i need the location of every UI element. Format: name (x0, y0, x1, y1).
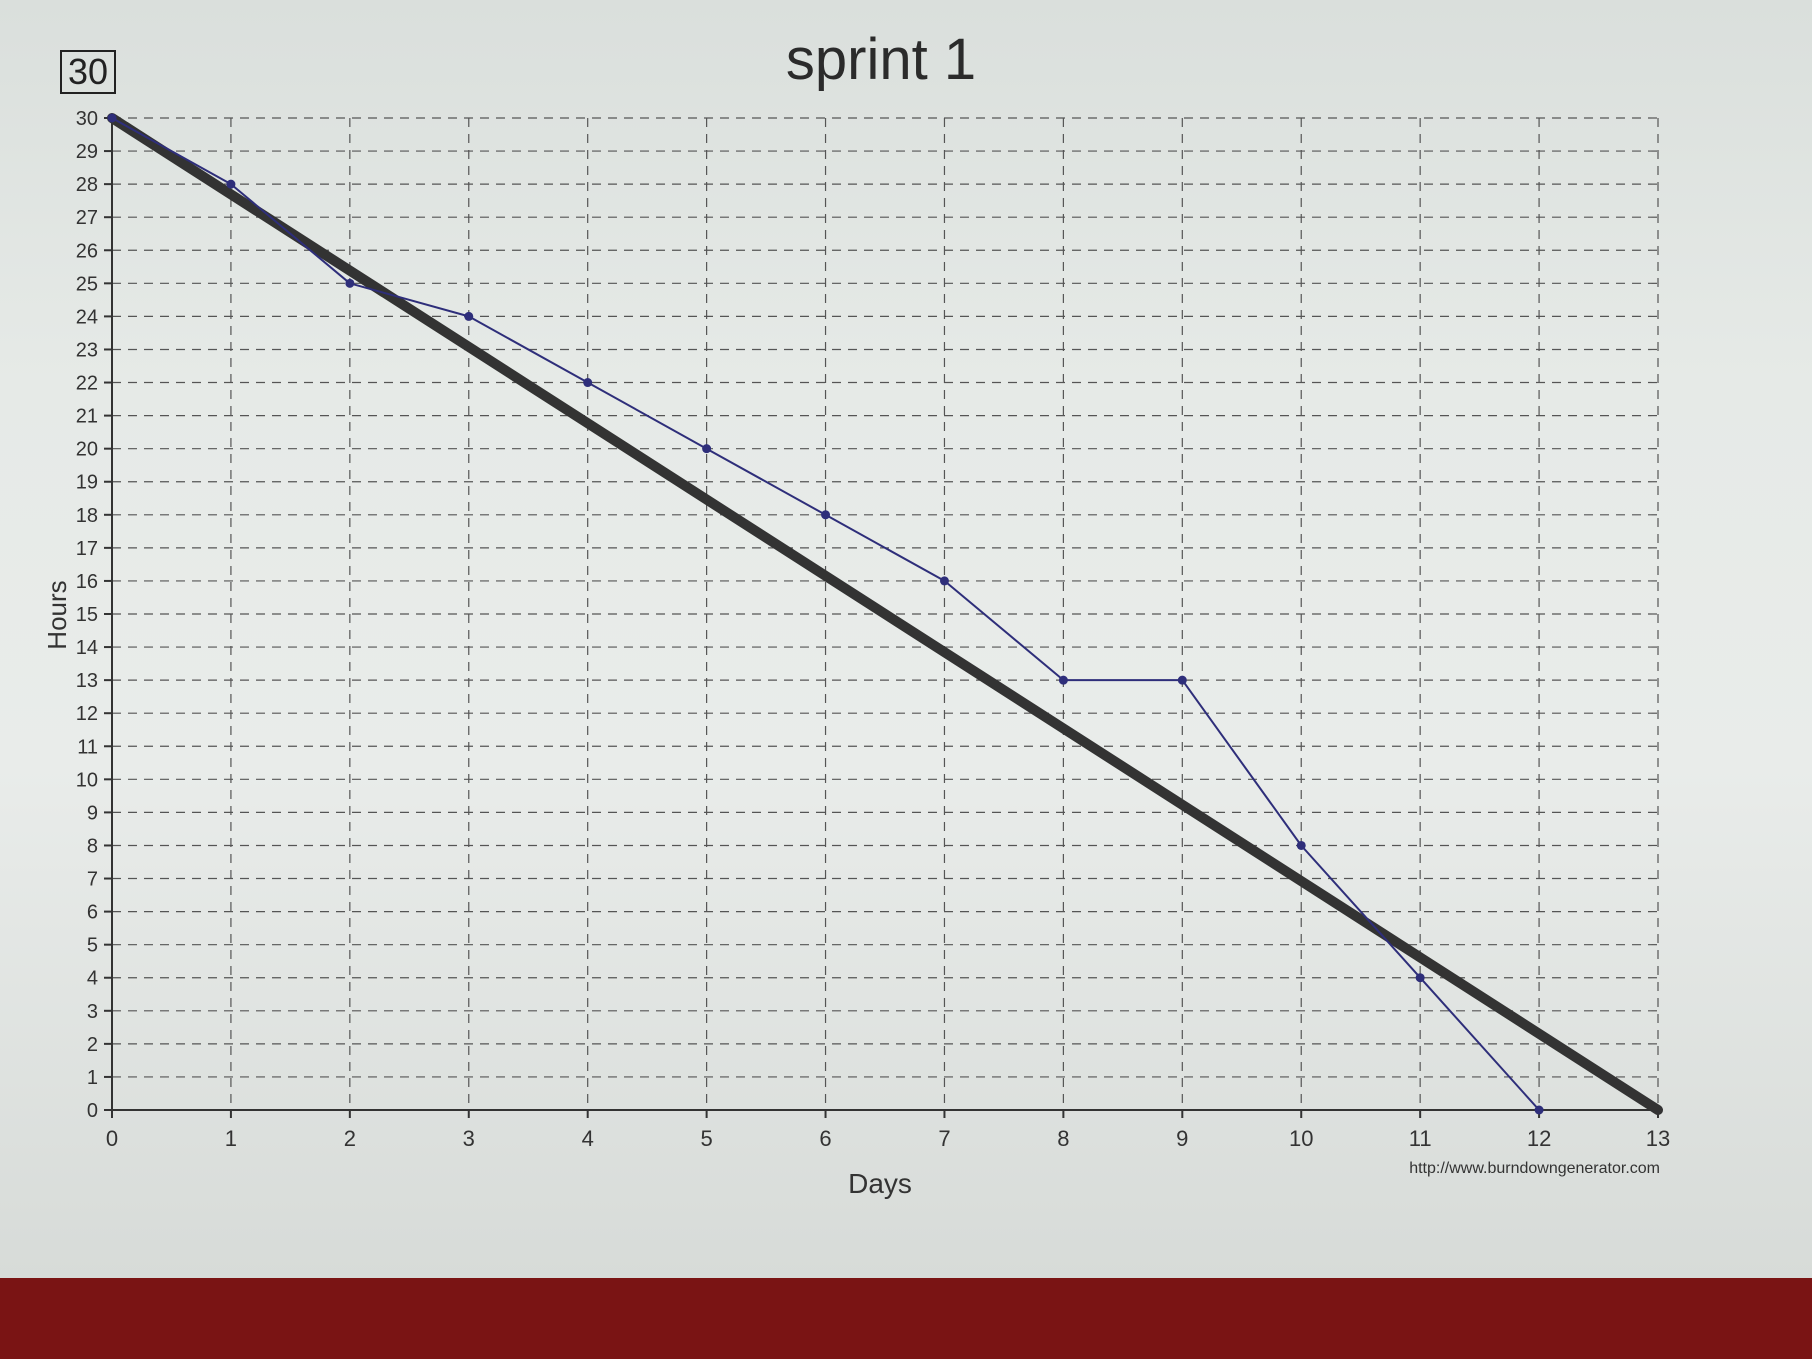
y-tick-label: 28 (76, 174, 98, 196)
actual-data-point (821, 510, 831, 520)
y-tick-label: 14 (76, 637, 98, 659)
actual-data-point (583, 378, 593, 388)
y-tick-label: 3 (87, 1001, 98, 1023)
x-axis-label: Days (848, 1168, 912, 1199)
actual-data-point (107, 113, 117, 123)
y-tick-label: 1 (87, 1067, 98, 1089)
actual-data-point (1177, 675, 1187, 685)
y-tick-label: 21 (76, 406, 98, 428)
x-tick-label: 7 (938, 1126, 950, 1151)
paper-background (0, 0, 1812, 1278)
ideal-burndown-line (107, 113, 1663, 1115)
burndown-chart: 0123456789101112131415161718192021222324… (76, 108, 1670, 1151)
table-surface (0, 1278, 1812, 1359)
y-tick-label: 26 (76, 240, 98, 262)
chart-title: sprint 1 (785, 27, 977, 92)
y-tick-label: 4 (87, 968, 98, 990)
x-tick-label: 4 (582, 1126, 594, 1151)
y-tick-label: 5 (87, 935, 98, 957)
actual-data-point (226, 179, 236, 189)
actual-data-point (464, 311, 474, 321)
x-tick-label: 10 (1289, 1126, 1313, 1151)
y-tick-label: 29 (76, 141, 98, 163)
y-tick-label: 24 (76, 306, 98, 328)
x-tick-label: 2 (344, 1126, 356, 1151)
y-tick-label: 10 (76, 769, 98, 791)
y-tick-label: 25 (76, 273, 98, 295)
x-tick-label: 1 (225, 1126, 237, 1151)
actual-data-point (1296, 840, 1306, 850)
y-tick-label: 12 (76, 703, 98, 725)
y-tick-label: 16 (76, 571, 98, 593)
y-tick-label: 9 (87, 802, 98, 824)
y-tick-label: 7 (87, 869, 98, 891)
y-tick-label: 8 (87, 835, 98, 857)
y-tick-label: 22 (76, 373, 98, 395)
total-hours-box: 30 (60, 50, 116, 94)
axes (104, 114, 1659, 1118)
tick-labels: 0123456789101112131415161718192021222324… (76, 108, 1670, 1151)
actual-data-point (702, 444, 712, 454)
y-tick-label: 27 (76, 207, 98, 229)
actual-data-point (1415, 973, 1425, 983)
grid-lines (111, 117, 1659, 1111)
x-tick-label: 8 (1057, 1126, 1069, 1151)
y-tick-label: 2 (87, 1034, 98, 1056)
x-tick-label: 0 (106, 1126, 118, 1151)
y-tick-label: 19 (76, 472, 98, 494)
actual-data-point (1058, 675, 1068, 685)
y-tick-label: 6 (87, 902, 98, 924)
x-tick-label: 11 (1409, 1126, 1432, 1151)
y-tick-label: 17 (76, 538, 98, 560)
source-url: http://www.burndowngenerator.com (1409, 1160, 1660, 1177)
x-tick-label: 9 (1176, 1126, 1188, 1151)
y-tick-label: 20 (76, 439, 98, 461)
series-points (107, 113, 1544, 1115)
x-tick-label: 13 (1646, 1126, 1670, 1151)
x-tick-label: 6 (819, 1126, 831, 1151)
y-tick-label: 11 (77, 736, 98, 758)
y-tick-label: 15 (76, 604, 98, 626)
y-tick-label: 13 (76, 670, 98, 692)
x-tick-label: 3 (463, 1126, 475, 1151)
x-tick-label: 12 (1527, 1126, 1551, 1151)
y-tick-label: 0 (87, 1100, 98, 1122)
actual-data-point (1534, 1105, 1544, 1115)
y-tick-label: 23 (76, 339, 98, 361)
y-tick-label: 30 (76, 108, 98, 130)
actual-data-point (939, 576, 949, 586)
actual-data-point (345, 278, 355, 288)
x-tick-label: 5 (700, 1126, 712, 1151)
y-tick-label: 18 (76, 505, 98, 527)
